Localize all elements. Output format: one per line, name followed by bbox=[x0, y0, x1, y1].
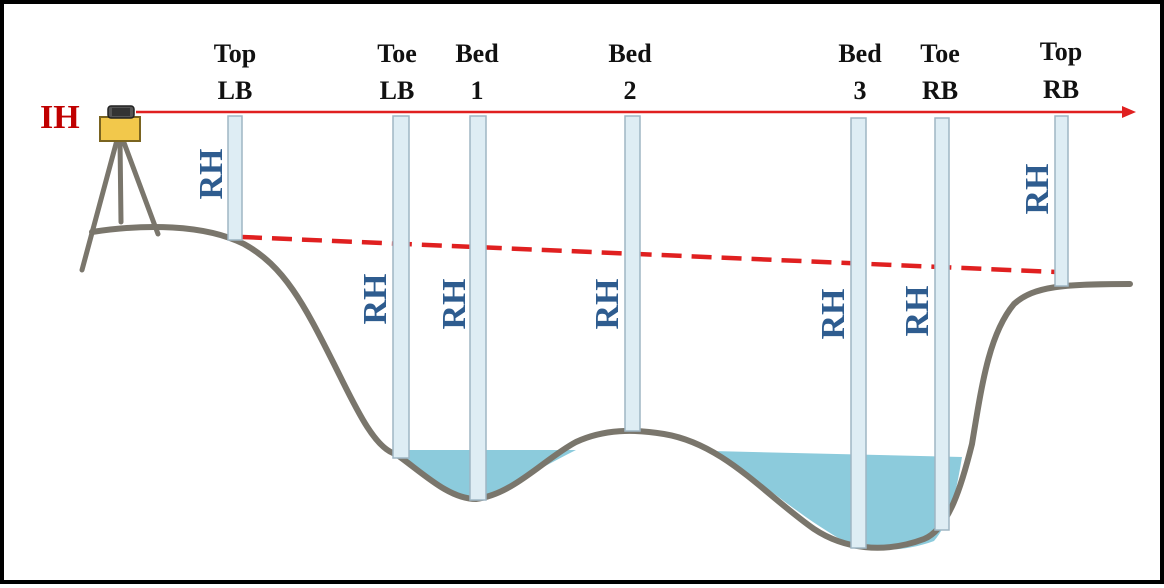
cross-section-diagram: IH Top LB Toe LB Bed 1 Bed 2 Bed 3 Toe R… bbox=[40, 37, 1136, 551]
rod-top-lb bbox=[227, 115, 243, 241]
rh-label-top-rb: RH bbox=[1019, 164, 1056, 215]
rh-label-top-lb: RH bbox=[193, 149, 230, 200]
station-label-toe-rb: Toe RB bbox=[920, 39, 960, 105]
svg-text:RB: RB bbox=[922, 76, 958, 105]
station-label-bed-3: Bed 3 bbox=[838, 39, 882, 105]
svg-text:Bed: Bed bbox=[838, 39, 882, 68]
ih-label: IH bbox=[40, 99, 80, 136]
water-surface-line bbox=[241, 234, 1057, 275]
rh-label-toe-lb: RH bbox=[357, 274, 394, 325]
svg-text:3: 3 bbox=[854, 76, 867, 105]
station-label-top-lb: Top LB bbox=[214, 39, 256, 105]
rod-bed-3 bbox=[850, 117, 867, 549]
rod-bed-1 bbox=[469, 115, 487, 501]
rh-label-bed-2: RH bbox=[589, 279, 626, 330]
station-label-bed-2: Bed 2 bbox=[608, 39, 652, 105]
sight-line-arrowhead bbox=[1122, 106, 1136, 118]
svg-text:Toe: Toe bbox=[920, 39, 960, 68]
svg-text:LB: LB bbox=[218, 76, 253, 105]
rh-label-bed-3: RH bbox=[815, 289, 852, 340]
svg-text:2: 2 bbox=[624, 76, 637, 105]
svg-text:RB: RB bbox=[1043, 75, 1079, 104]
svg-text:Toe: Toe bbox=[377, 39, 417, 68]
svg-text:Bed: Bed bbox=[608, 39, 652, 68]
station-label-toe-lb: Toe LB bbox=[377, 39, 417, 105]
station-label-top-rb: Top RB bbox=[1040, 37, 1082, 104]
rod-bed-2 bbox=[624, 115, 641, 432]
rh-label-bed-1: RH bbox=[436, 279, 473, 330]
svg-text:1: 1 bbox=[471, 76, 484, 105]
rh-label-toe-rb: RH bbox=[899, 286, 936, 337]
svg-text:Top: Top bbox=[1040, 37, 1082, 66]
rod-top-rb bbox=[1054, 115, 1069, 287]
level-instrument-icon bbox=[99, 105, 141, 142]
ground-profile bbox=[89, 224, 1133, 551]
water-pool-right bbox=[712, 451, 962, 550]
rod-toe-rb bbox=[934, 117, 950, 531]
svg-text:Top: Top bbox=[214, 39, 256, 68]
svg-text:LB: LB bbox=[380, 76, 415, 105]
svg-text:Bed: Bed bbox=[455, 39, 499, 68]
rod-toe-lb bbox=[392, 115, 410, 459]
station-label-bed-1: Bed 1 bbox=[455, 39, 499, 105]
tripod-icon bbox=[79, 137, 161, 273]
